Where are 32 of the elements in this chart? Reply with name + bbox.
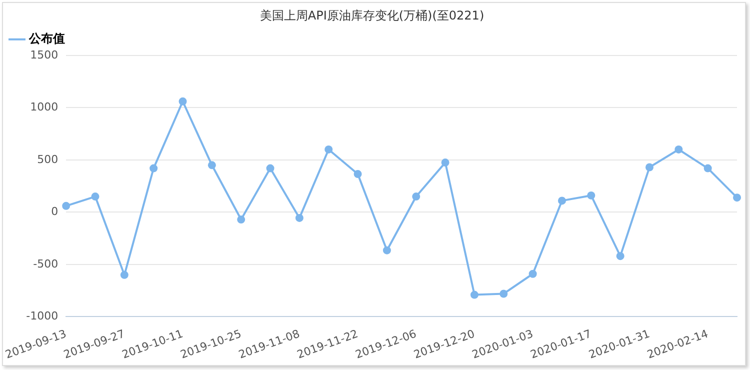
point bbox=[354, 170, 362, 178]
point bbox=[616, 252, 624, 260]
point bbox=[150, 164, 158, 172]
point bbox=[208, 161, 216, 170]
point bbox=[528, 270, 537, 278]
y-tick-label: -500 bbox=[33, 257, 58, 270]
point bbox=[558, 196, 566, 205]
chart-title: 美国上周API原油库存变化(万桶)(至0221) bbox=[260, 8, 484, 22]
y-tick-label: -1000 bbox=[26, 310, 58, 323]
point bbox=[382, 246, 391, 254]
point bbox=[733, 194, 741, 202]
point bbox=[324, 145, 333, 154]
point bbox=[91, 192, 100, 201]
point bbox=[266, 164, 274, 172]
y-tick-label: 0 bbox=[51, 205, 58, 218]
point bbox=[237, 216, 246, 224]
point bbox=[645, 163, 654, 172]
point bbox=[120, 270, 128, 279]
y-tick-label: 1500 bbox=[30, 48, 58, 62]
point bbox=[704, 164, 712, 172]
legend-label: 公布值 bbox=[28, 32, 65, 46]
point bbox=[674, 145, 683, 154]
point bbox=[295, 214, 304, 222]
point bbox=[500, 290, 508, 298]
point bbox=[412, 192, 420, 201]
y-tick-label: 500 bbox=[37, 152, 58, 166]
y-tick-label: 1000 bbox=[30, 100, 58, 114]
point bbox=[178, 97, 187, 106]
point bbox=[62, 202, 70, 210]
point bbox=[441, 158, 450, 167]
point bbox=[470, 290, 478, 299]
point bbox=[587, 191, 596, 200]
